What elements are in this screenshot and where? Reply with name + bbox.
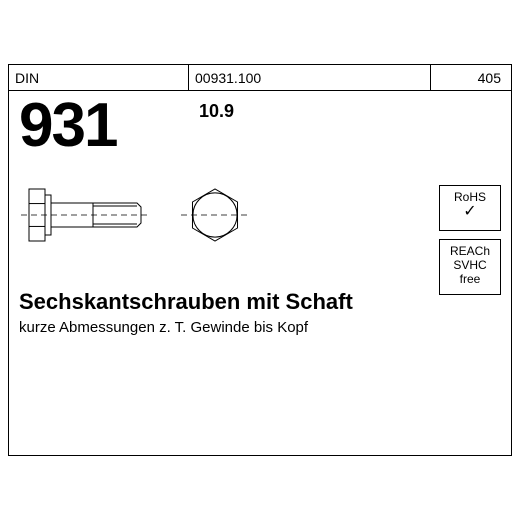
header-bar: DIN 00931.100 405 xyxy=(9,65,511,91)
strength-grade: 10.9 xyxy=(199,101,234,122)
technical-drawing xyxy=(19,173,359,263)
header-din-cell: DIN xyxy=(9,65,189,90)
rohs-label: RoHS xyxy=(442,190,498,204)
standard-number: 931 xyxy=(19,95,116,157)
din-label: DIN xyxy=(15,70,39,86)
product-code: 00931.100 xyxy=(195,70,261,86)
reach-line1: REACh xyxy=(442,244,498,258)
check-icon: ✓ xyxy=(442,204,498,220)
product-title: Sechskantschrauben mit Schaft xyxy=(19,289,353,315)
reach-line2: SVHC xyxy=(442,258,498,272)
rohs-badge: RoHS ✓ xyxy=(439,185,501,231)
header-right-cell: 405 xyxy=(431,65,511,90)
header-code-cell: 00931.100 xyxy=(189,65,431,90)
reach-badge: REACh SVHC free xyxy=(439,239,501,295)
reach-line3: free xyxy=(442,272,498,286)
spec-card: DIN 00931.100 405 931 10.9 Sechskantschr… xyxy=(8,64,512,456)
right-code: 405 xyxy=(478,70,501,86)
product-subtitle: kurze Abmessungen z. T. Gewinde bis Kopf xyxy=(19,319,308,336)
